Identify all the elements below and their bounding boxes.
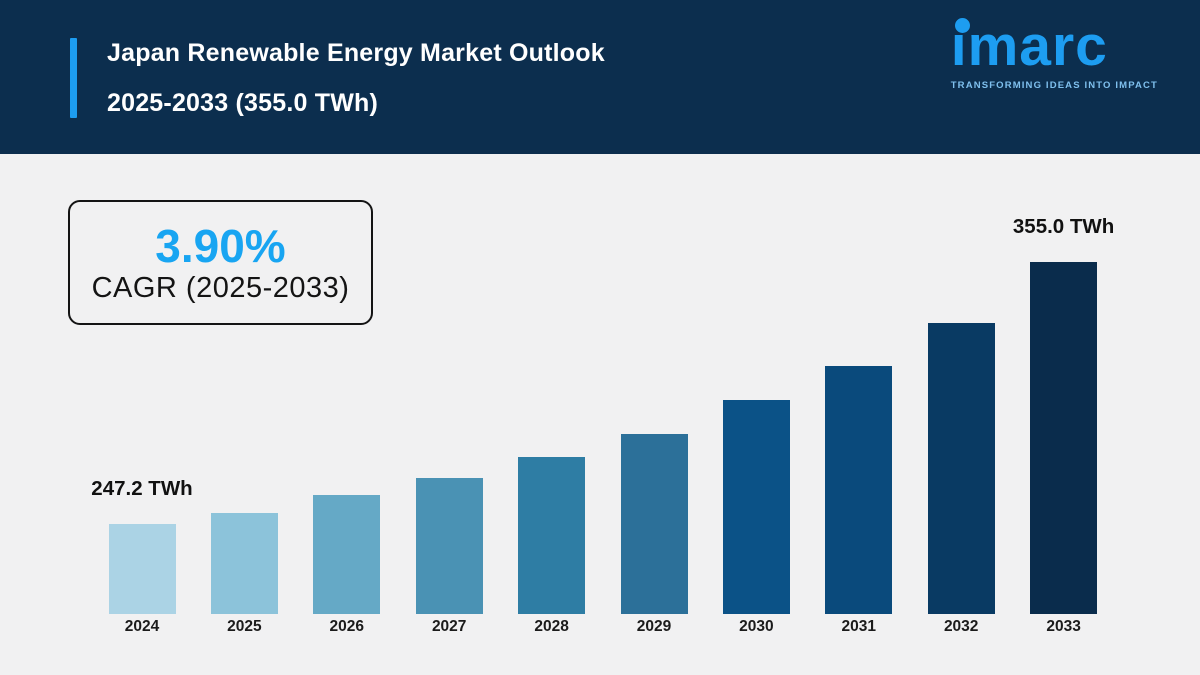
- value-label-2024: 247.2 TWh: [91, 476, 193, 500]
- title-accent-bar: [70, 38, 77, 118]
- x-axis-label-2026: 2026: [329, 618, 365, 635]
- x-axis-label-2025: 2025: [227, 618, 262, 635]
- x-axis-label-2033: 2033: [1046, 618, 1081, 635]
- logo-tagline: TRANSFORMING IDEAS INTO IMPACT: [950, 80, 1158, 91]
- title-line-1: Japan Renewable Energy Market Outlook: [107, 39, 605, 67]
- x-axis-label-2028: 2028: [534, 618, 569, 635]
- logo-dot-icon: [954, 18, 970, 33]
- bar-2026: [313, 494, 381, 614]
- bar-2025: [210, 512, 278, 614]
- cagr-label: CAGR (2025-2033): [91, 271, 350, 304]
- value-label-2033: 355.0 TWh: [1012, 215, 1115, 239]
- x-axis-label-2032: 2032: [943, 618, 979, 635]
- bar-2030: [722, 400, 790, 614]
- x-axis-label-2029: 2029: [636, 618, 672, 635]
- bar-2033: [1030, 262, 1098, 614]
- header: Japan Renewable Energy Market Outlook 20…: [0, 0, 1200, 154]
- bar-2031: [825, 366, 893, 614]
- bar-2028: [518, 456, 586, 614]
- bar-2032: [927, 323, 995, 614]
- x-axis-label-2030: 2030: [739, 618, 774, 635]
- logo-wordmark: ımarc: [950, 14, 1108, 78]
- title-line-2: 2025-2033 (355.0 TWh): [107, 89, 378, 117]
- x-axis-label-2024: 2024: [124, 618, 160, 635]
- imarc-logo: ımarc TRANSFORMING IDEAS INTO IMPACT: [951, 8, 1158, 91]
- cagr-badge: 3.90% CAGR (2025-2033): [68, 200, 373, 325]
- bar-2024: [108, 523, 176, 614]
- x-axis-label-2027: 2027: [431, 618, 467, 635]
- logo-mark: ımarc: [951, 8, 1158, 84]
- cagr-value: 3.90%: [155, 219, 286, 272]
- bar-2027: [415, 477, 483, 614]
- page-title: Japan Renewable Energy Market Outlook 20…: [107, 28, 605, 128]
- bar-2029: [620, 433, 688, 614]
- x-axis-label-2031: 2031: [841, 618, 877, 635]
